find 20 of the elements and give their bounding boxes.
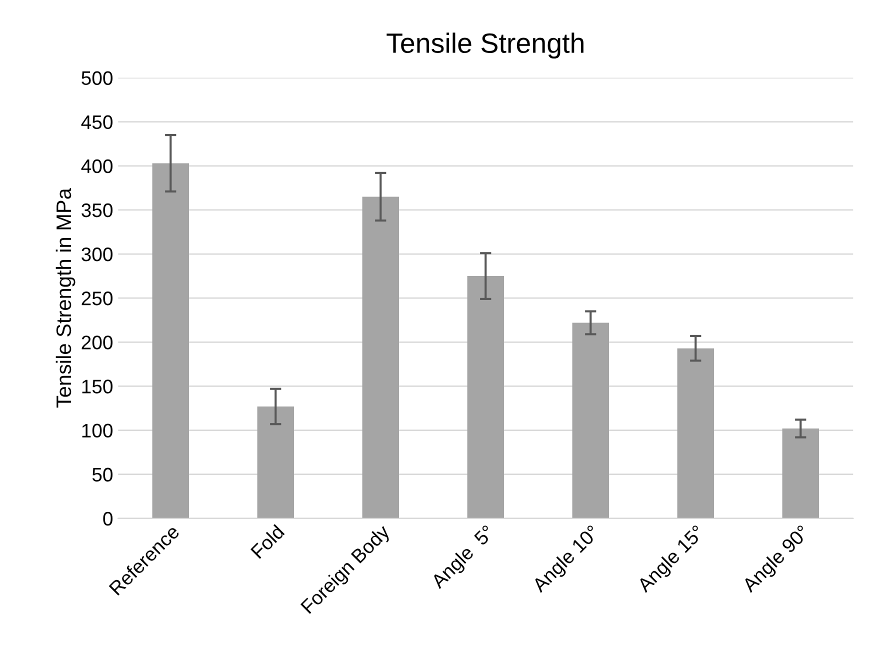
bar <box>782 428 819 518</box>
y-tick-label: 500 <box>82 71 113 85</box>
y-tick-label: 300 <box>82 247 113 262</box>
y-tick-label: 350 <box>82 203 113 218</box>
bar <box>467 276 504 518</box>
y-tick-label: 400 <box>81 159 113 174</box>
chart-title: Tensile Strength <box>386 32 584 59</box>
y-tick-label: 250 <box>82 292 113 306</box>
y-tick-label: 450 <box>81 115 113 130</box>
y-tick-label: 200 <box>82 336 113 350</box>
bar <box>152 163 189 518</box>
y-tick-label: 50 <box>92 468 113 482</box>
y-tick-label: 100 <box>82 424 113 438</box>
bar <box>362 196 399 518</box>
y-tick-label: 150 <box>82 380 113 394</box>
bar <box>257 406 294 518</box>
bar <box>572 322 609 518</box>
y-axis-title: Tensile Strength in MPa <box>56 188 76 408</box>
y-tick-label: 0 <box>103 512 113 526</box>
bar <box>677 348 714 518</box>
